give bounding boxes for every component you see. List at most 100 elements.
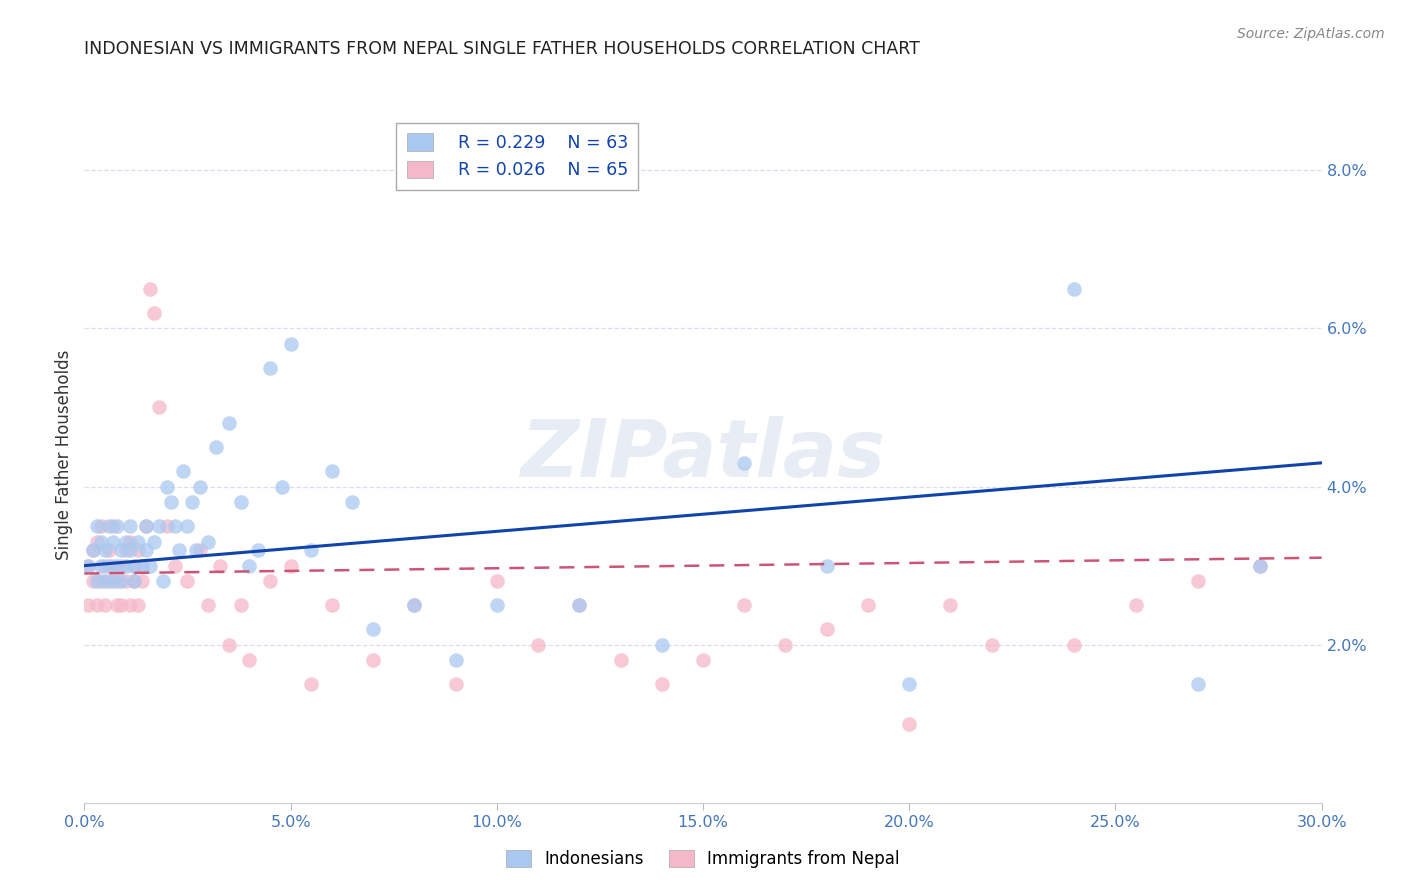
Point <box>238 653 260 667</box>
Point <box>82 542 104 557</box>
Point <box>110 542 132 557</box>
Point <box>733 456 755 470</box>
Point <box>209 558 232 573</box>
Point <box>135 519 157 533</box>
Point <box>110 574 132 589</box>
Point <box>527 638 550 652</box>
Point <box>131 558 153 573</box>
Point <box>898 677 921 691</box>
Point <box>205 440 228 454</box>
Point <box>180 495 202 509</box>
Point <box>131 558 153 573</box>
Point <box>939 598 962 612</box>
Point <box>361 622 384 636</box>
Point <box>118 598 141 612</box>
Point <box>775 638 797 652</box>
Point <box>110 558 132 573</box>
Point <box>122 574 145 589</box>
Point <box>148 519 170 533</box>
Point <box>127 534 149 549</box>
Point <box>485 598 508 612</box>
Point <box>485 574 508 589</box>
Point <box>82 542 104 557</box>
Point <box>105 574 128 589</box>
Point <box>815 558 838 573</box>
Point <box>856 598 879 612</box>
Point <box>361 653 384 667</box>
Point <box>165 519 187 533</box>
Point <box>86 574 108 589</box>
Point <box>176 574 198 589</box>
Point <box>103 558 125 573</box>
Point <box>94 542 117 557</box>
Point <box>1063 282 1085 296</box>
Point <box>86 598 108 612</box>
Point <box>299 677 322 691</box>
Legend:   R = 0.229    N = 63,   R = 0.026    N = 65: R = 0.229 N = 63, R = 0.026 N = 65 <box>396 123 638 190</box>
Point <box>733 598 755 612</box>
Point <box>1249 558 1271 573</box>
Point <box>152 574 174 589</box>
Point <box>167 542 190 557</box>
Point <box>127 542 149 557</box>
Point <box>651 677 673 691</box>
Point <box>188 479 211 493</box>
Point <box>188 542 211 557</box>
Point <box>105 558 128 573</box>
Point <box>94 574 117 589</box>
Text: Source: ZipAtlas.com: Source: ZipAtlas.com <box>1237 27 1385 41</box>
Point <box>118 519 141 533</box>
Point <box>1187 677 1209 691</box>
Point <box>86 534 108 549</box>
Point <box>90 519 112 533</box>
Point <box>1249 558 1271 573</box>
Point <box>103 534 125 549</box>
Point <box>139 282 162 296</box>
Point <box>299 542 322 557</box>
Point <box>176 519 198 533</box>
Point <box>105 519 128 533</box>
Text: ZIPatlas: ZIPatlas <box>520 416 886 494</box>
Y-axis label: Single Father Households: Single Father Households <box>55 350 73 560</box>
Point <box>143 305 166 319</box>
Point <box>103 574 125 589</box>
Point <box>122 558 145 573</box>
Point <box>271 479 294 493</box>
Point <box>444 677 467 691</box>
Point <box>898 716 921 731</box>
Point <box>165 558 187 573</box>
Point <box>651 638 673 652</box>
Point <box>568 598 591 612</box>
Point <box>114 558 136 573</box>
Point <box>156 519 179 533</box>
Point <box>122 558 145 573</box>
Point <box>1063 638 1085 652</box>
Point <box>94 598 117 612</box>
Point <box>404 598 426 612</box>
Point <box>105 598 128 612</box>
Point <box>172 464 194 478</box>
Point <box>86 519 108 533</box>
Point <box>131 574 153 589</box>
Point <box>90 574 112 589</box>
Point <box>246 542 269 557</box>
Point <box>692 653 714 667</box>
Point <box>139 558 162 573</box>
Legend: Indonesians, Immigrants from Nepal: Indonesians, Immigrants from Nepal <box>499 843 907 875</box>
Point <box>114 574 136 589</box>
Point <box>127 598 149 612</box>
Point <box>135 519 157 533</box>
Point <box>218 638 240 652</box>
Point <box>321 598 343 612</box>
Point <box>110 598 132 612</box>
Point <box>94 558 117 573</box>
Point <box>77 558 100 573</box>
Point <box>229 598 252 612</box>
Point <box>82 574 104 589</box>
Point <box>609 653 631 667</box>
Point <box>160 495 183 509</box>
Point <box>98 519 121 533</box>
Point <box>444 653 467 667</box>
Point <box>815 622 838 636</box>
Point <box>143 534 166 549</box>
